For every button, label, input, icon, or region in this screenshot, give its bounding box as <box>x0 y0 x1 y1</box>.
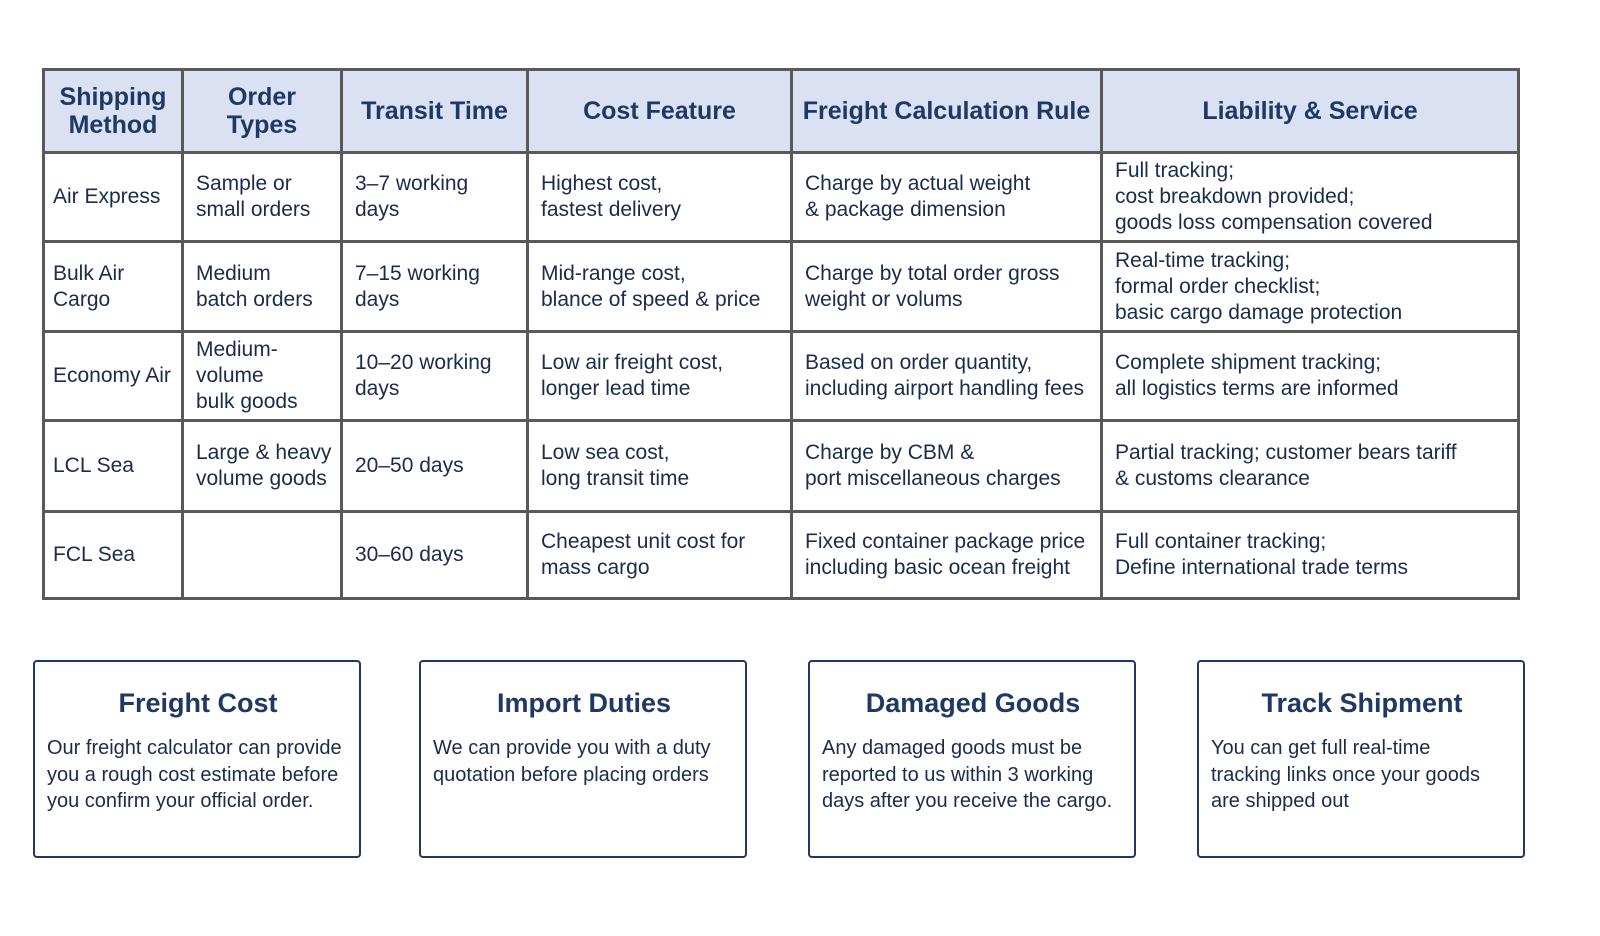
table-cell: Charge by actual weight & package dimens… <box>790 151 1103 243</box>
table-cell: 10–20 working days <box>340 330 529 422</box>
table-cell: Large & heavy volume goods <box>181 419 343 513</box>
table-cell: Low air freight cost, longer lead time <box>526 330 793 422</box>
card-title: Track Shipment <box>1261 688 1463 718</box>
table-cell: Partial tracking; customer bears tariff … <box>1100 419 1520 513</box>
table-cell: 30–60 days <box>340 510 529 600</box>
empty-cell <box>181 510 343 600</box>
header-cell: Shipping Method <box>42 68 184 154</box>
table-cell: Based on order quantity, including airpo… <box>790 330 1103 422</box>
method-cell: Bulk Air Cargo <box>42 240 184 333</box>
table-cell: Charge by total order gross weight or vo… <box>790 240 1103 333</box>
table-row: FCL Sea 30–60 days Cheapest unit cost for … <box>42 510 1520 600</box>
table-cell: Complete shipment tracking; all logistic… <box>1100 330 1520 422</box>
table-cell: Real-time tracking; formal order checkli… <box>1100 240 1520 333</box>
info-card: Import Duties We can provide you with a d… <box>419 660 747 858</box>
table-row: Air Express Sample or small orders 3–7 wor… <box>42 151 1520 243</box>
info-card: Damaged Goods Any damaged goods must be r… <box>808 660 1136 858</box>
header-cell: Order Types <box>181 68 343 154</box>
table-row: LCL Sea Large & heavy volume goods 20–50 d… <box>42 419 1520 513</box>
method-cell: Economy Air <box>42 330 184 422</box>
table-cell: Full tracking; cost breakdown provided; … <box>1100 151 1520 243</box>
card-text: We can provide you with a duty quotation… <box>433 737 711 786</box>
table-row: Economy Air Medium-volume bulk goods 10–20… <box>42 330 1520 422</box>
table-cell: Fixed container package price including … <box>790 510 1103 600</box>
table-body: Air Express Sample or small orders 3–7 wor… <box>42 151 1520 600</box>
card-text: You can get full real-time tracking link… <box>1211 737 1481 812</box>
card-text: Our freight calculator can provide you a… <box>47 737 342 812</box>
table-cell: Mid-range cost, blance of speed & price <box>526 240 793 333</box>
method-cell: FCL Sea <box>42 510 184 600</box>
table-cell: Charge by CBM & port miscellaneous charg… <box>790 419 1103 513</box>
table-cell: Highest cost, fastest delivery <box>526 151 793 243</box>
method-cell: LCL Sea <box>42 419 184 513</box>
table-cell: Cheapest unit cost for mass cargo <box>526 510 793 600</box>
card-title: Damaged Goods <box>865 688 1081 718</box>
table-cell: 3–7 working days <box>340 151 529 243</box>
header-cell: Liability & Service <box>1100 68 1520 154</box>
header-row: Shipping Method Order Types Transit Time Co… <box>42 68 1520 154</box>
card-text: Any damaged goods must be reported to us… <box>822 737 1113 812</box>
table-cell: 20–50 days <box>340 419 529 513</box>
header-cell: Transit Time <box>340 68 529 154</box>
card-title: Import Duties <box>496 688 671 718</box>
table-row: Bulk Air Cargo Medium batch orders 7–15 wo… <box>42 240 1520 333</box>
info-card: Track Shipment You can get full real-time… <box>1197 660 1525 858</box>
method-cell: Air Express <box>42 151 184 243</box>
table-cell: 7–15 working days <box>340 240 529 333</box>
table-cell: Low sea cost, long transit time <box>526 419 793 513</box>
header-cell: Cost Feature <box>526 68 793 154</box>
shipping-table: Shipping Method Order Types Transit Time Co… <box>42 68 1520 600</box>
table-cell: Sample or small orders <box>181 151 343 243</box>
table-cell: Full container tracking; Define internat… <box>1100 510 1520 600</box>
table-cell: Medium-volume bulk goods <box>181 330 343 422</box>
info-card: Freight Cost Our freight calculator can p… <box>33 660 361 858</box>
table-cell: Medium batch orders <box>181 240 343 333</box>
card-title: Freight Cost <box>118 688 278 718</box>
header-cell: Freight Calculation Rule <box>790 68 1103 154</box>
